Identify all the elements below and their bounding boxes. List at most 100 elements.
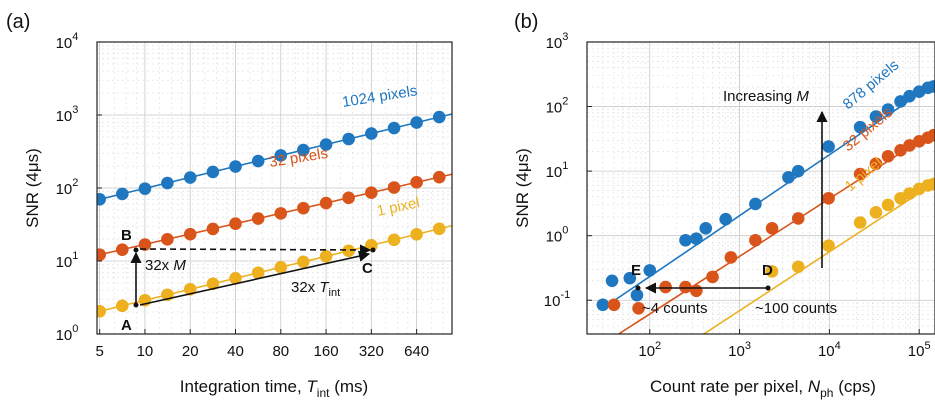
data-point-32-pixels	[822, 191, 835, 205]
data-point-1024-pixels	[365, 127, 378, 140]
data-point-1024-pixels	[319, 138, 333, 151]
data-point-878-pixels	[881, 103, 895, 116]
panel-a-x-ticks: 5 10 20 40 80 160 320 640	[95, 329, 429, 360]
data-point-1-pixel	[115, 299, 129, 313]
series-label-1024-pixels: 1024 pixels	[341, 82, 419, 111]
data-point-32-pixels	[365, 186, 378, 199]
data-point-1-pixel	[251, 266, 265, 280]
data-point-32-pixels	[183, 227, 197, 241]
data-point-878-pixels	[869, 110, 883, 123]
data-point-878-pixels	[782, 171, 795, 184]
data-point-32-pixels	[206, 222, 220, 236]
point-c-marker	[370, 247, 376, 253]
data-point-1-pixel	[791, 260, 805, 274]
panel-a-points	[97, 110, 446, 318]
data-point-32-pixels	[607, 298, 621, 312]
data-point-1-pixel	[869, 206, 883, 219]
annotation-100-counts: ~100 counts	[755, 300, 837, 317]
data-point-878-pixels	[596, 298, 610, 312]
data-point-32-pixels	[765, 222, 779, 235]
point-a-label: A	[121, 317, 132, 334]
series-label-1-pixel: 1 pixel	[842, 154, 886, 195]
y-tick-label: 100	[546, 225, 569, 246]
data-point-1024-pixels	[297, 143, 310, 157]
data-point-878-pixels	[749, 197, 762, 211]
data-point-1024-pixels	[274, 149, 288, 162]
panel-b-y-ticks: 10-1 100 101 102 103	[544, 31, 592, 310]
arrow-a-to-c	[139, 250, 371, 306]
x-tick-label: 105	[908, 340, 931, 360]
point-e-label: E	[631, 262, 641, 279]
data-point-1-pixel	[853, 216, 867, 229]
panel-a-x-label: Integration time, Tint (ms)	[180, 377, 368, 400]
data-point-1-pixel	[822, 239, 835, 252]
panel-b-label: (b)	[514, 11, 538, 33]
annotation-increasing-m: Increasing M	[723, 88, 809, 105]
series-label-32-pixels: 32 pixels	[268, 145, 329, 171]
data-point-32-pixels	[251, 212, 265, 225]
series-label-878-pixels: 878 pixels	[840, 57, 903, 113]
panel-b-y-label: SNR (4μs)	[513, 148, 532, 228]
x-tick-label: 160	[314, 343, 339, 360]
x-tick-label: 640	[404, 343, 429, 360]
y-tick-label: 102	[546, 96, 569, 117]
point-e-marker	[635, 285, 641, 291]
data-point-32-pixels	[679, 280, 692, 294]
y-tick-label: 101	[546, 160, 569, 181]
data-point-1024-pixels	[115, 187, 129, 201]
data-point-878-pixels	[679, 233, 692, 247]
point-b-label: B	[121, 227, 132, 244]
data-point-32-pixels	[881, 149, 895, 163]
data-point-32-pixels	[749, 233, 762, 247]
panel-b-points	[596, 80, 935, 315]
data-point-32-pixels	[903, 139, 916, 152]
data-point-32-pixels	[97, 248, 106, 261]
data-point-1024-pixels	[206, 165, 220, 179]
x-tick-label: 40	[227, 343, 244, 360]
panel-b-frame	[586, 41, 935, 335]
data-point-32-pixels	[724, 251, 738, 264]
data-point-1-pixel	[410, 228, 423, 241]
data-point-1024-pixels	[432, 110, 446, 124]
data-point-878-pixels	[630, 288, 644, 302]
data-point-32-pixels	[229, 217, 242, 231]
data-point-32-pixels	[706, 270, 719, 284]
point-d-marker	[765, 285, 771, 291]
panel-b-x-label: Count rate per pixel, Nph (cps)	[650, 377, 876, 400]
data-point-1-pixel	[765, 265, 779, 278]
data-point-1-pixel	[881, 198, 895, 212]
annotation-4-counts: ~4 counts	[642, 300, 707, 317]
data-point-32-pixels	[432, 170, 446, 184]
y-tick-label: 103	[546, 31, 569, 52]
x-tick-label: 104	[818, 340, 841, 360]
data-point-1-pixel	[903, 187, 916, 200]
data-point-878-pixels	[791, 164, 805, 178]
panel-b-x-ticks: 102 103 104 105	[638, 329, 931, 360]
x-tick-label: 5	[95, 343, 103, 360]
fit-line-1-pixel	[703, 182, 935, 334]
data-point-32-pixels	[869, 157, 883, 171]
x-tick-label: 80	[272, 343, 289, 360]
data-point-1024-pixels	[161, 176, 174, 190]
data-point-32-pixels	[632, 302, 645, 315]
data-point-878-pixels	[927, 80, 935, 93]
data-point-1-pixel	[342, 244, 355, 258]
data-point-1-pixel	[927, 177, 935, 191]
data-point-32-pixels	[138, 238, 152, 251]
data-point-1-pixel	[97, 304, 106, 318]
data-point-32-pixels	[410, 176, 423, 189]
panel-a-y-label: SNR (4μs)	[23, 148, 42, 228]
panel-b: (b) 102 103 104 105 10-1 100 101 102 103 878 pi…	[513, 11, 935, 400]
x-tick-label: 20	[182, 343, 199, 360]
y-tick-label: 104	[56, 31, 79, 52]
data-point-1-pixel	[297, 255, 310, 269]
y-tick-label: 100	[56, 323, 79, 344]
data-point-32-pixels	[791, 212, 805, 225]
data-point-1024-pixels	[251, 154, 265, 168]
data-point-1024-pixels	[138, 182, 152, 195]
y-tick-label: 102	[56, 177, 79, 198]
data-point-1024-pixels	[183, 171, 197, 184]
data-point-878-pixels	[853, 120, 867, 134]
x-tick-label: 10	[137, 343, 154, 360]
x-tick-label: 102	[638, 340, 661, 360]
